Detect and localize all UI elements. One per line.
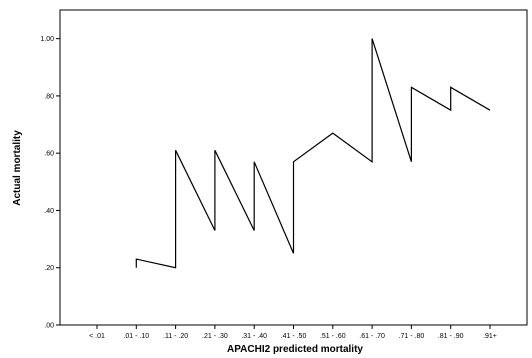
x-tick-label: .11 - .20 bbox=[163, 333, 188, 340]
y-tick-label: .20 bbox=[44, 265, 54, 272]
y-tick-label: .00 bbox=[44, 323, 54, 330]
x-tick-label: .41 - .50 bbox=[281, 333, 307, 340]
x-tick-label: .61 - .70 bbox=[359, 333, 385, 340]
x-tick-label: .91+ bbox=[483, 333, 497, 340]
y-axis-title: Actual mortality bbox=[12, 130, 23, 206]
x-tick-label: .01 - .10 bbox=[123, 333, 149, 340]
y-tick-label: .40 bbox=[44, 208, 54, 215]
x-tick-label: .71 - .80 bbox=[399, 333, 425, 340]
y-tick-label: .80 bbox=[44, 93, 54, 100]
x-tick-label: .21 - .30 bbox=[202, 333, 228, 340]
x-tick-label: .51 - .60 bbox=[320, 333, 346, 340]
series-line bbox=[135, 38, 491, 269]
x-tick-label: .81 - .90 bbox=[438, 333, 464, 340]
x-axis-title: APACHI2 predicted mortality bbox=[227, 344, 363, 355]
y-tick-label: 1.00 bbox=[40, 36, 54, 43]
y-axis: .00 .20 .40 .60 .80 1.00 bbox=[40, 36, 60, 330]
x-tick-label: < .01 bbox=[89, 333, 105, 340]
x-axis: < .01 .01 - .10 .11 - .20 .21 - .30 .31 - .4… bbox=[89, 325, 497, 340]
x-tick-label: .31 - .40 bbox=[241, 333, 267, 340]
y-tick-label: .60 bbox=[44, 151, 54, 158]
